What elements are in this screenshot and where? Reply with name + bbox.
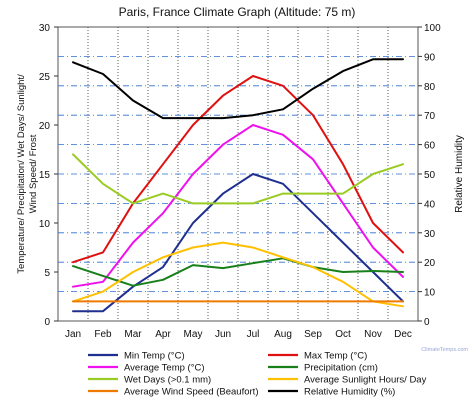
series-line-8 [72, 58, 404, 120]
right-tick-label: 10 [424, 288, 436, 299]
x-tick-label: Sep [304, 329, 322, 340]
legend-label: Average Sunlight Hours/ Day [304, 375, 427, 386]
legend-label: Average Temp (°C) [124, 363, 205, 374]
left-tick-label: 20 [39, 121, 51, 132]
x-tick-label: Dec [394, 329, 412, 340]
series-line-6 [72, 241, 404, 308]
x-tick-label: Aug [274, 329, 292, 340]
x-tick-label: May [184, 329, 203, 340]
chart-title: Paris, France Climate Graph (Altitude: 7… [119, 5, 356, 19]
x-tick-label: Jan [65, 329, 81, 340]
right-tick-label: 80 [424, 82, 436, 93]
right-tick-label: 90 [424, 52, 436, 63]
left-axis-title-line2: Wind Speed/ Frost [28, 134, 39, 213]
watermark-text: ClimateTemps.com [421, 347, 468, 353]
legend-label: Average Wind Speed (Beaufort) [124, 387, 258, 398]
x-tick-label: Feb [94, 329, 112, 340]
right-tick-label: 100 [424, 23, 441, 34]
x-tick-label: Mar [124, 329, 142, 340]
right-tick-label: 50 [424, 170, 436, 181]
legend-label: Precipitation (cm) [304, 363, 378, 374]
left-tick-label: 25 [39, 72, 51, 83]
legend-label: Min Temp (°C) [124, 351, 185, 362]
series-line-5 [72, 153, 404, 205]
x-tick-label: Jun [215, 329, 231, 340]
right-tick-label: 30 [424, 229, 436, 240]
legend-label: Wet Days (>0.1 mm) [124, 375, 211, 386]
left-tick-label: 15 [39, 170, 51, 181]
x-tick-label: Jul [247, 329, 260, 340]
legend-label: Max Temp (°C) [304, 351, 367, 362]
left-tick-label: 10 [39, 219, 51, 230]
series-line-4 [72, 257, 404, 287]
left-tick-label: 0 [44, 317, 50, 328]
legend-label: Relative Humidity (%) [304, 387, 395, 398]
x-tick-label: Apr [155, 329, 171, 340]
series-line-2 [72, 75, 404, 264]
right-tick-label: 0 [424, 317, 430, 328]
right-tick-label: 20 [424, 258, 436, 269]
right-tick-label: 40 [424, 199, 436, 210]
right-tick-label: 70 [424, 111, 436, 122]
series-line-1 [72, 173, 404, 313]
series-line-3 [72, 124, 404, 288]
x-tick-label: Nov [364, 329, 382, 340]
left-tick-label: 5 [44, 268, 50, 279]
left-tick-label: 30 [39, 23, 51, 34]
x-tick-label: Oct [335, 329, 351, 340]
right-axis-title: Relative Humidity [454, 135, 465, 213]
left-axis-title-line1: Temperature/ Precipitation/ Wet Days/ Su… [16, 74, 27, 274]
right-tick-label: 60 [424, 141, 436, 152]
